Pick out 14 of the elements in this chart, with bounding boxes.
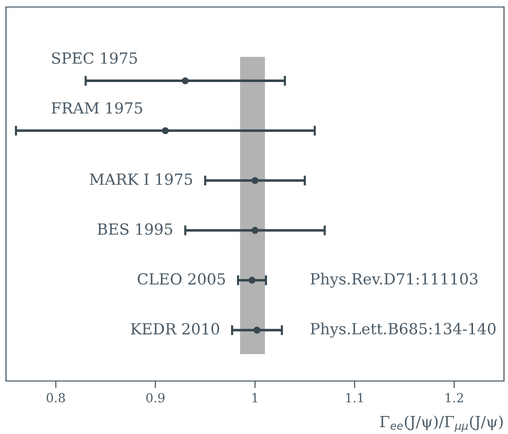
x-tick-label: 1 (252, 393, 258, 402)
x-axis-title: Γ$_{ee}$(J/ψ)/Γ$_{μμ}$(J/ψ) (380, 415, 503, 432)
x-tick-label: 0.8 (46, 393, 65, 402)
y-tick-label: KEDR 2010 (130, 323, 220, 335)
annotation: Phys.Rev.D71:111103 (310, 272, 478, 288)
x-tick-label: 0.9 (146, 393, 164, 402)
annotation: Phys.Lett.B685:134-140 (310, 322, 496, 338)
y-tick-label: MARK I 1975 (90, 173, 192, 185)
y-tick-label: BES 1995 (98, 223, 172, 235)
x-tick-label: 1.1 (346, 393, 363, 402)
x-tick-label: 1.2 (446, 393, 463, 402)
y-tick-label: CLEO 2005 (138, 273, 225, 285)
y-tick-label: SPEC 1975 (52, 52, 137, 64)
y-tick-label: FRAM 1975 (52, 102, 142, 114)
